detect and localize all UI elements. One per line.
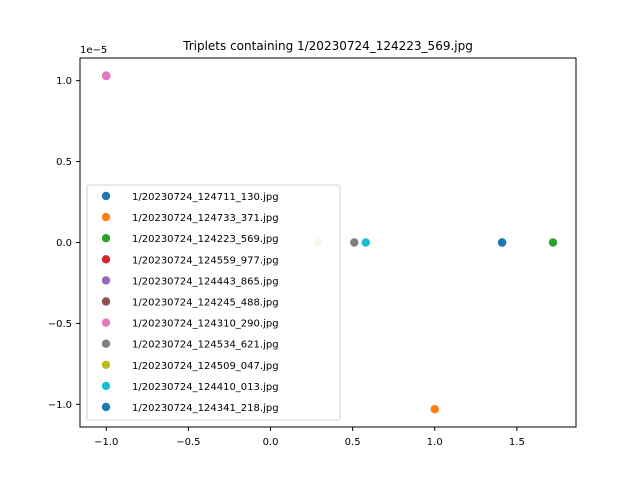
data-point bbox=[102, 71, 111, 81]
legend-label: 1/20230724_124733_371.jpg bbox=[132, 213, 279, 224]
x-tick-label: −0.5 bbox=[176, 437, 200, 448]
legend-label: 1/20230724_124534_621.jpg bbox=[132, 340, 279, 351]
legend-label: 1/20230724_124341_218.jpg bbox=[132, 403, 279, 414]
y-tick-label: 0.5 bbox=[56, 157, 72, 168]
y-axis: −1.0 −0.5 0.0 0.5 1.0 bbox=[48, 76, 80, 411]
legend-label: 1/20230724_124559_977.jpg bbox=[132, 255, 279, 266]
chart-title: Triplets containing 1/20230724_124223_56… bbox=[182, 39, 473, 53]
x-tick-label: 0.5 bbox=[345, 437, 361, 448]
legend-marker bbox=[101, 318, 111, 327]
y-tick-label: 0.0 bbox=[56, 238, 72, 249]
legend-marker bbox=[101, 402, 111, 412]
legend-label: 1/20230724_124410_013.jpg bbox=[132, 382, 279, 393]
legend-label: 1/20230724_124711_130.jpg bbox=[132, 192, 279, 203]
x-axis: −1.0 −0.5 0.0 0.5 1.0 1.5 bbox=[94, 427, 525, 448]
legend-marker bbox=[101, 234, 111, 243]
legend-label: 1/20230724_124509_047.jpg bbox=[132, 361, 279, 372]
y-tick-label: −1.0 bbox=[48, 400, 72, 411]
legend-marker bbox=[101, 297, 111, 306]
y-tick-label: 1.0 bbox=[56, 76, 72, 87]
legend-marker bbox=[101, 360, 111, 369]
data-point bbox=[430, 404, 439, 414]
legend-label: 1/20230724_124310_290.jpg bbox=[132, 319, 279, 330]
legend-label: 1/20230724_124443_865.jpg bbox=[132, 276, 279, 287]
x-tick-label: 1.0 bbox=[427, 437, 443, 448]
data-point bbox=[548, 238, 558, 247]
x-tick-label: 1.5 bbox=[509, 437, 525, 448]
data-point bbox=[361, 238, 370, 247]
legend-marker bbox=[101, 339, 111, 348]
legend-marker bbox=[101, 212, 111, 222]
legend-label: 1/20230724_124223_569.jpg bbox=[132, 234, 279, 245]
data-point bbox=[350, 238, 359, 247]
legend-box bbox=[86, 184, 341, 421]
x-tick-label: 0.0 bbox=[263, 437, 279, 448]
legend: 1/20230724_124711_130.jpg 1/20230724_1247… bbox=[86, 184, 341, 421]
legend-marker bbox=[101, 255, 111, 264]
legend-marker bbox=[101, 381, 111, 391]
x-tick-label: −1.0 bbox=[94, 437, 118, 448]
legend-label: 1/20230724_124245_488.jpg bbox=[132, 298, 279, 309]
legend-marker bbox=[101, 276, 111, 285]
data-point bbox=[497, 238, 507, 247]
y-tick-label: −0.5 bbox=[48, 319, 72, 330]
y-offset-text: 1e−5 bbox=[80, 45, 107, 56]
legend-marker bbox=[101, 191, 111, 201]
